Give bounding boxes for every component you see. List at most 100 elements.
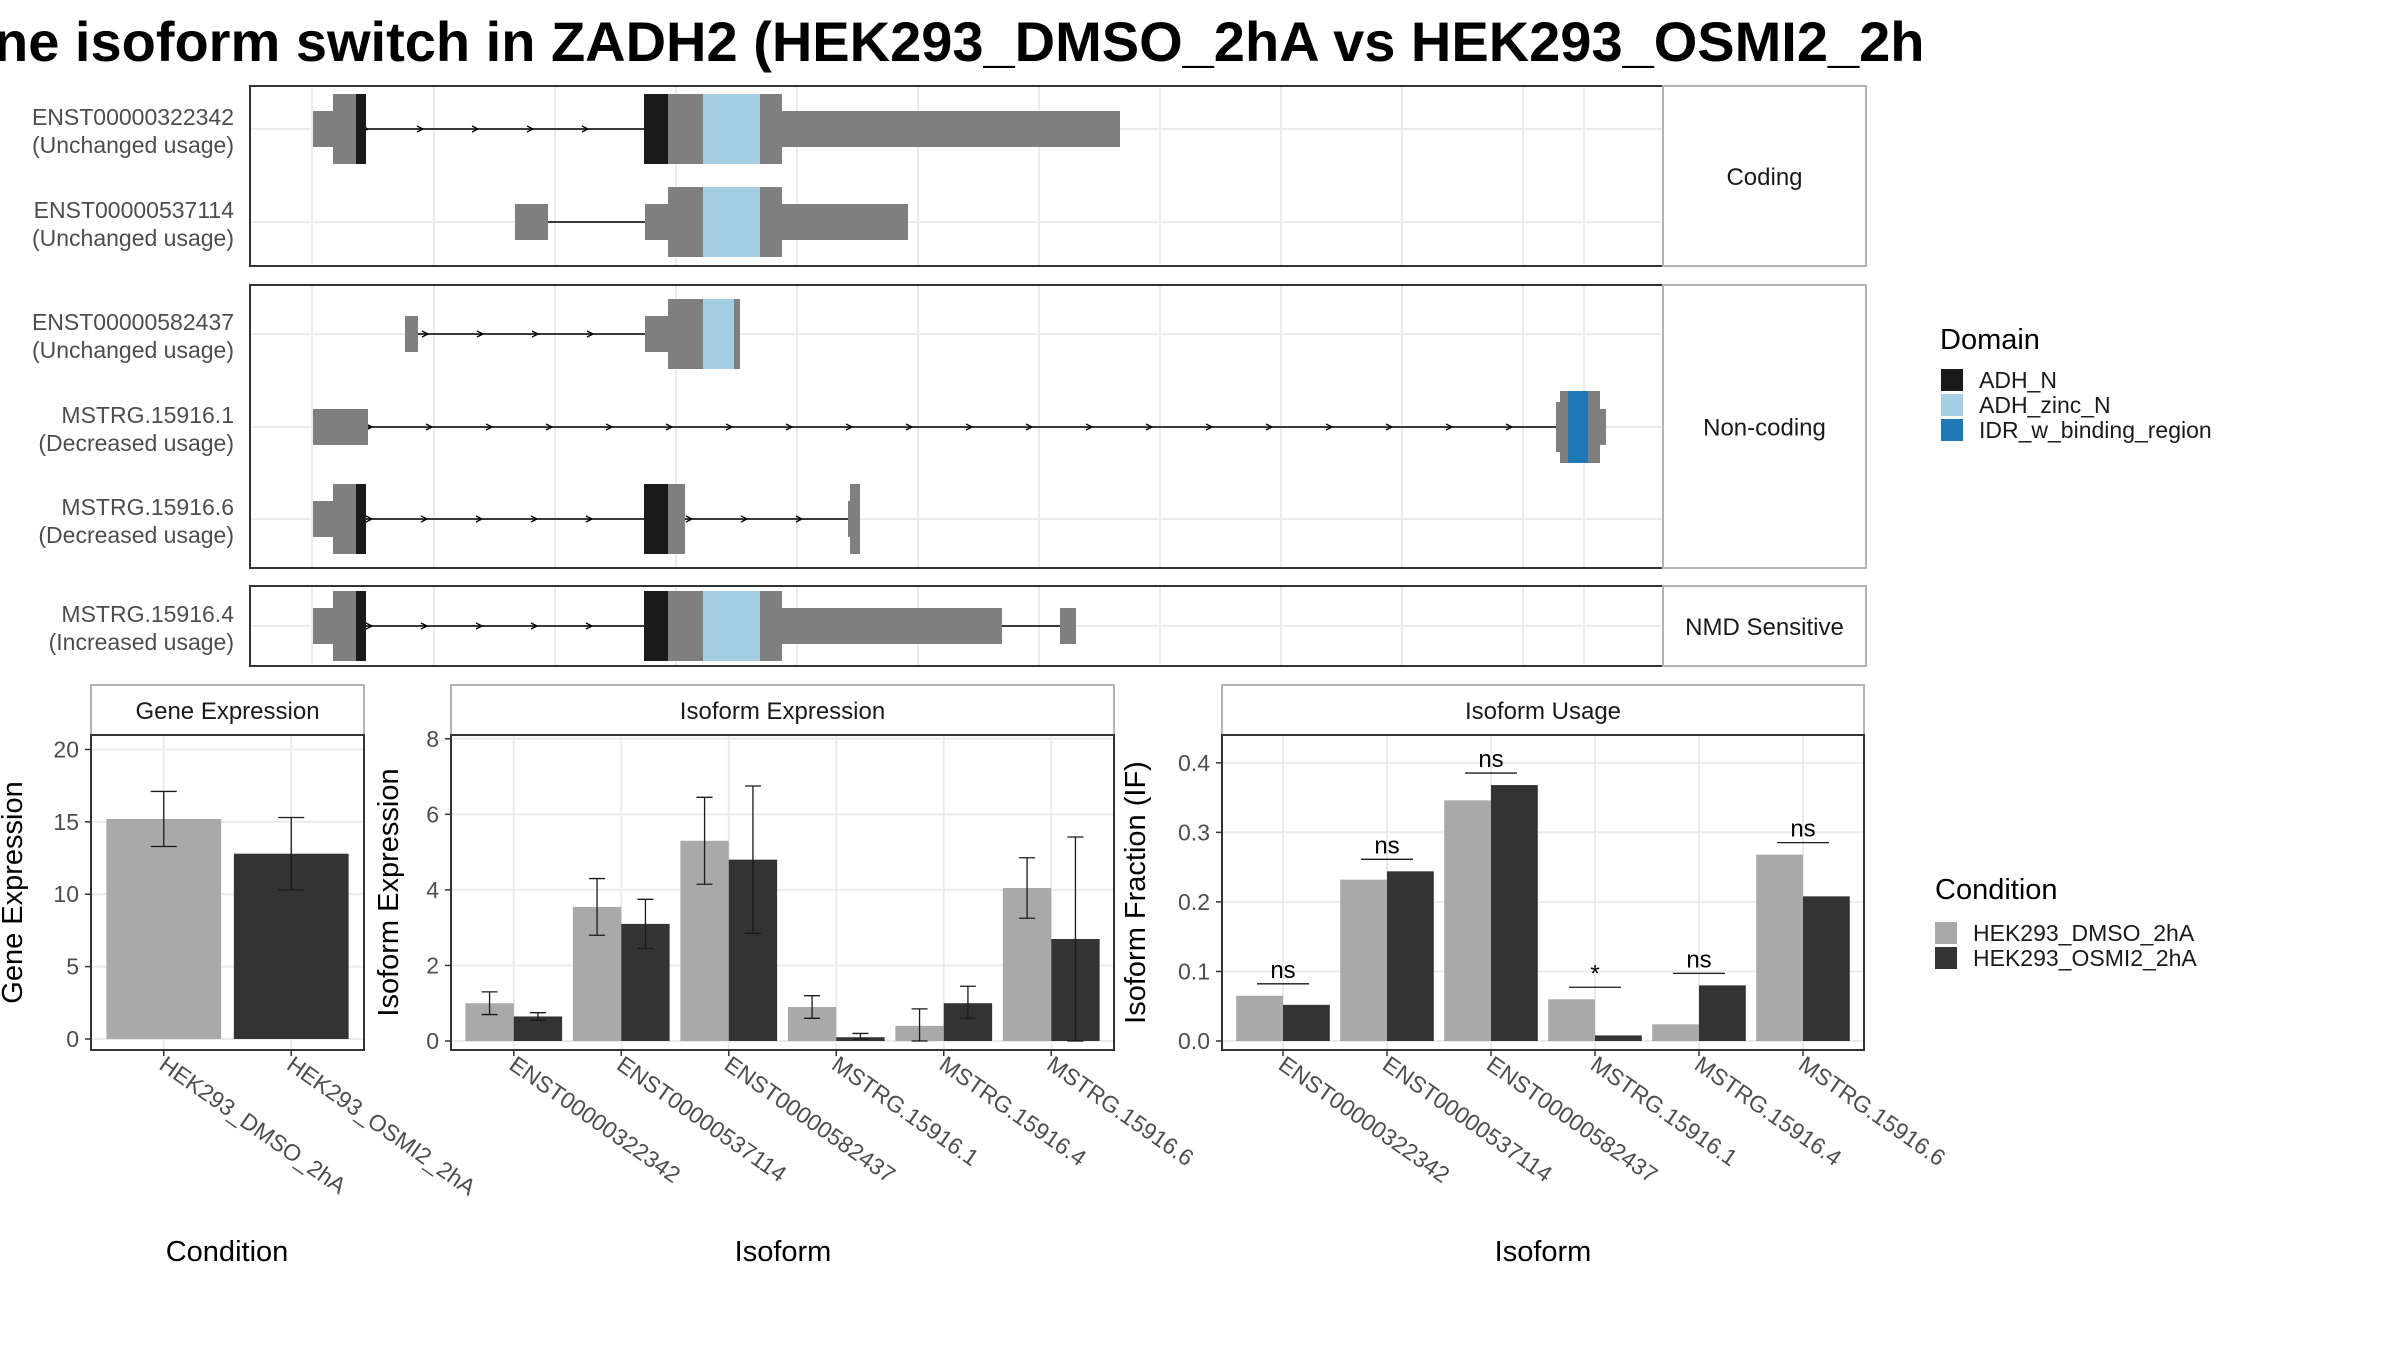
domain-adh-zinc-n bbox=[703, 591, 760, 661]
strand-chevron bbox=[545, 423, 554, 431]
transcript-label: ENST00000582437 (Unchanged usage) bbox=[32, 309, 234, 363]
strand-chevron bbox=[725, 423, 734, 431]
strand-chevron bbox=[475, 515, 484, 523]
facet-strip-label: Coding bbox=[1726, 164, 1802, 191]
legend-key-hek293-osmi2-2ha bbox=[1935, 947, 1957, 969]
x-axis-title: Condition bbox=[166, 1236, 289, 1268]
domain-adh-zinc-n bbox=[703, 94, 760, 164]
transcript-label: ENST00000322342 (Unchanged usage) bbox=[32, 104, 234, 158]
legend-key-hek293-dmso-2ha bbox=[1935, 922, 1957, 944]
transcript-usage: (Decreased usage) bbox=[38, 522, 234, 548]
bar-enst00000322342-hek293-dmso-2ha bbox=[1236, 995, 1283, 1041]
domain-adh-n bbox=[356, 94, 366, 164]
legend-key-adh-n bbox=[1941, 369, 1963, 391]
significance-label: ns bbox=[1270, 957, 1295, 984]
facet-strip-label: Isoform Expression bbox=[680, 698, 885, 725]
exon-block bbox=[645, 204, 668, 240]
bar-panel-isoform-expression: Isoform Expression02468ENST00000322342EN… bbox=[373, 684, 1199, 1268]
domain-adh-n bbox=[356, 591, 366, 661]
strand-chevron bbox=[526, 125, 535, 133]
legend-label: HEK293_OSMI2_2hA bbox=[1973, 945, 2197, 971]
strand-chevron bbox=[476, 330, 485, 338]
transcript-usage: (Unchanged usage) bbox=[32, 337, 234, 363]
transcript-usage: (Increased usage) bbox=[49, 629, 234, 655]
transcript-usage: (Decreased usage) bbox=[38, 430, 234, 456]
exon-block bbox=[333, 94, 356, 164]
strand-chevron bbox=[416, 125, 425, 133]
structure-panel-nmd-sensitive: NMD Sensitive bbox=[249, 585, 1867, 667]
chart-title: ne isoform switch in ZADH2 (HEK293_DMSO_… bbox=[0, 10, 1925, 73]
bar-mstrg-15916-1-hek293-osmi2-2ha bbox=[1595, 1035, 1642, 1041]
transcript-id: MSTRG.15916.4 bbox=[61, 601, 234, 627]
y-axis-title: Isoform Fraction (IF) bbox=[1120, 761, 1152, 1024]
strand-chevron bbox=[1325, 423, 1334, 431]
transcript-id: ENST00000537114 bbox=[34, 197, 235, 223]
panel-border bbox=[1221, 734, 1865, 1051]
facet-strip bbox=[1662, 585, 1867, 667]
strand-chevron bbox=[1025, 423, 1034, 431]
x-tick-label: ENST00000537114 bbox=[1378, 1051, 1557, 1187]
x-axis-title: Isoform bbox=[735, 1236, 832, 1268]
x-tick-label: ENST00000322342 bbox=[1274, 1051, 1454, 1188]
y-tick-label: 2 bbox=[426, 952, 439, 978]
y-tick-label: 8 bbox=[426, 726, 439, 752]
y-tick-label: 15 bbox=[53, 809, 79, 835]
domain-legend: Domain ADH_NADH_zinc_NIDR_w_binding_regio… bbox=[1940, 324, 2212, 443]
exon-block bbox=[760, 187, 782, 257]
facet-strip bbox=[1662, 284, 1867, 569]
x-axis-title: Isoform bbox=[1495, 1236, 1592, 1268]
domain-idr-w-binding-region bbox=[1568, 391, 1588, 463]
bar-panel-gene-expression: Gene Expression05101520HEK293_DMSO_2hAHE… bbox=[0, 684, 481, 1268]
strand-chevron bbox=[665, 423, 674, 431]
panel-border bbox=[90, 734, 365, 1051]
transcript-label: MSTRG.15916.4 (Increased usage) bbox=[49, 601, 235, 655]
legend-label: IDR_w_binding_region bbox=[1979, 417, 2212, 443]
structure-panel-non-coding: Non-coding bbox=[249, 284, 1867, 569]
transcript-usage: (Unchanged usage) bbox=[32, 225, 234, 251]
exon-block bbox=[1600, 409, 1606, 445]
legend-title: Domain bbox=[1940, 324, 2040, 356]
y-tick-label: 0.4 bbox=[1178, 750, 1210, 776]
exon-block bbox=[782, 204, 908, 240]
y-tick-label: 0 bbox=[426, 1028, 439, 1054]
transcript-id: ENST00000322342 bbox=[32, 104, 234, 130]
strand-chevron bbox=[471, 125, 480, 133]
strand-chevron bbox=[965, 423, 974, 431]
strand-chevron bbox=[365, 515, 374, 523]
strand-chevron bbox=[1385, 423, 1394, 431]
significance-label: ns bbox=[1478, 746, 1503, 773]
legend-title: Condition bbox=[1935, 874, 2058, 906]
bar-mstrg-15916-4-hek293-osmi2-2ha bbox=[1699, 985, 1746, 1041]
domain-adh-n bbox=[644, 94, 668, 164]
y-axis-title: Gene Expression bbox=[0, 781, 29, 1003]
exon-block bbox=[668, 484, 685, 554]
significance-label: ns bbox=[1686, 946, 1711, 973]
facet-strip-label: Gene Expression bbox=[135, 698, 319, 725]
expression-panels: Gene Expression05101520HEK293_DMSO_2hAHE… bbox=[0, 684, 1950, 1268]
strand-chevron bbox=[581, 125, 590, 133]
facet-strip bbox=[90, 684, 365, 736]
strand-chevron bbox=[795, 515, 804, 523]
structure-panel-coding: Coding bbox=[249, 85, 1867, 267]
y-tick-label: 6 bbox=[426, 801, 439, 827]
domain-adh-n bbox=[644, 591, 668, 661]
y-tick-label: 0 bbox=[66, 1026, 79, 1052]
legend-label: ADH_zinc_N bbox=[1979, 392, 2111, 418]
strand-chevron bbox=[530, 515, 539, 523]
strand-chevron bbox=[685, 515, 694, 523]
domain-adh-n bbox=[356, 484, 366, 554]
bar-mstrg-15916-4-hek293-dmso-2ha bbox=[1652, 1024, 1699, 1041]
strand-chevron bbox=[605, 423, 614, 431]
domain-adh-zinc-n bbox=[703, 299, 734, 369]
exon-block bbox=[760, 591, 782, 661]
bar-mstrg-15916-6-hek293-osmi2-2ha bbox=[1803, 896, 1850, 1041]
legend-key-idr-w-binding-region bbox=[1941, 419, 1963, 441]
y-tick-label: 0.3 bbox=[1178, 819, 1210, 845]
bar-enst00000582437-hek293-dmso-2ha bbox=[1444, 800, 1491, 1041]
facet-strip-label: Isoform Usage bbox=[1465, 698, 1621, 725]
transcript-enst00000322342 bbox=[313, 94, 1120, 164]
legends: Domain ADH_NADH_zinc_NIDR_w_binding_regio… bbox=[1935, 324, 2212, 971]
exon-block bbox=[1060, 608, 1076, 644]
